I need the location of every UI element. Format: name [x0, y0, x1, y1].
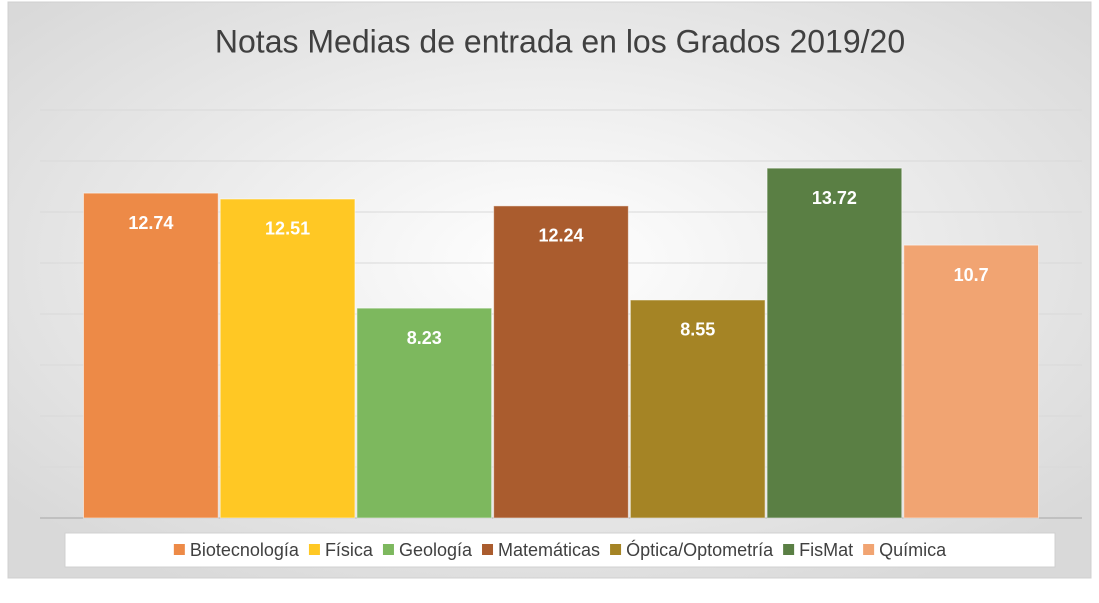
data-label: 12.24	[538, 226, 583, 246]
legend-box	[64, 532, 1056, 568]
data-label: 8.55	[680, 320, 715, 340]
bar	[219, 198, 356, 519]
legend-label: Física	[325, 540, 374, 560]
legend-label: Óptica/Optometría	[626, 539, 774, 560]
bar	[83, 192, 219, 519]
legend-label: FisMat	[799, 540, 853, 560]
legend-label: Biotecnología	[190, 540, 300, 560]
bar	[903, 244, 1039, 519]
legend-swatch	[863, 544, 875, 555]
legend-label: Geología	[399, 540, 473, 560]
bar	[629, 299, 766, 519]
legend-swatch	[382, 544, 394, 555]
data-label: 12.51	[265, 219, 310, 239]
chart-title: Notas Medias de entrada en los Grados 20…	[215, 23, 905, 59]
legend-swatch	[482, 544, 494, 555]
legend-label: Química	[879, 540, 947, 560]
data-label: 10.7	[954, 265, 989, 285]
bar	[493, 205, 629, 519]
legend-swatch	[783, 544, 795, 555]
legend-swatch	[173, 544, 185, 555]
legend-swatch	[308, 544, 320, 555]
bar	[356, 307, 493, 519]
bar	[766, 167, 903, 519]
legend-swatch	[610, 544, 622, 555]
data-label: 12.74	[128, 213, 173, 233]
data-label: 8.23	[407, 328, 442, 348]
data-label: 13.72	[812, 188, 857, 208]
legend-label: Matemáticas	[498, 540, 600, 560]
